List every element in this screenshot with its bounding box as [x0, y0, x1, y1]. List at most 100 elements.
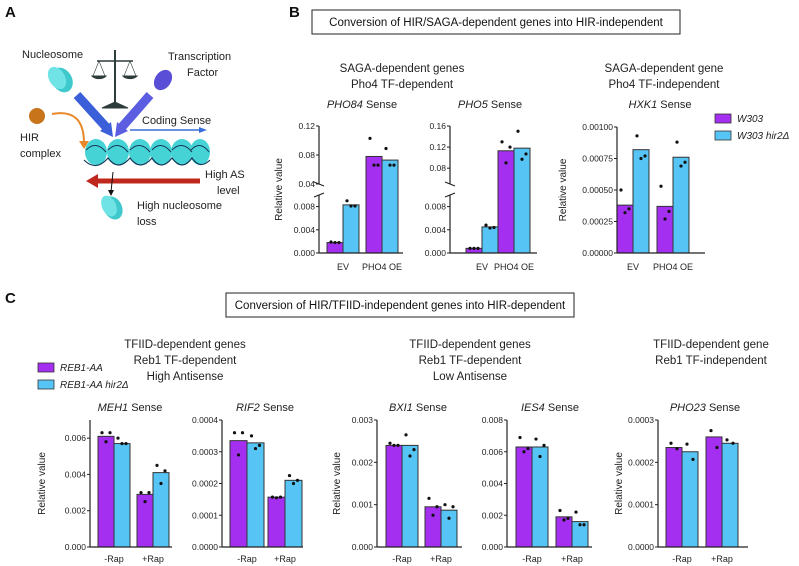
x-tick-label: +Rap	[561, 554, 583, 564]
data-point	[669, 441, 673, 445]
bar-reb1-aa-hir2--0	[681, 451, 699, 548]
x-tick-label: +Rap	[430, 554, 452, 564]
data-point	[427, 496, 431, 500]
y-tick-label: 0.00050	[582, 185, 613, 195]
panel-b-group1-title-line1: SAGA-dependent genes	[340, 63, 465, 75]
x-tick-label: -Rap	[672, 554, 692, 564]
y-tick-label: 0.08	[298, 150, 315, 160]
data-point	[725, 438, 729, 442]
data-point	[639, 156, 643, 161]
data-point	[270, 495, 275, 499]
nucleosome-label: Nucleosome	[22, 49, 83, 61]
y-tick-label: 0.00075	[582, 154, 613, 164]
chart-title-suffix: Sense	[363, 99, 397, 111]
data-point	[663, 217, 667, 221]
chart-title: BXI1 Sense	[389, 402, 447, 414]
data-point	[104, 440, 108, 444]
x-tick-label: -Rap	[522, 554, 542, 564]
data-point	[139, 490, 143, 495]
bar-w303-hir2--1	[672, 156, 690, 254]
data-point	[435, 505, 439, 509]
data-point	[488, 226, 492, 230]
y-tick-label: 0.000	[482, 542, 504, 552]
chart-hxk1: HXK1 Sense Relative value 0.00000 0.00025 0.…	[558, 99, 705, 272]
chart-title: HXK1 Sense	[629, 99, 692, 111]
as-label-line1: High AS	[205, 169, 245, 181]
data-point	[349, 204, 353, 208]
data-point	[384, 146, 388, 151]
evicted-nucleosome-icon	[101, 195, 123, 220]
y-tick-label: 0.0001	[192, 510, 218, 520]
legend-swatch-reb1-aa	[37, 362, 55, 373]
data-point	[295, 478, 300, 482]
y-tick-label: 0.12	[298, 121, 315, 131]
data-point	[376, 163, 380, 167]
y-tick-label: 0.003	[352, 415, 374, 425]
axis-break-mark	[313, 192, 325, 198]
chart-title-gene: HXK1	[629, 99, 658, 111]
data-point	[232, 431, 237, 435]
chart-title-gene: MEH1	[98, 402, 129, 414]
y-tick-label: 0.008	[425, 202, 447, 212]
x-tick-label: EV	[337, 262, 349, 272]
legend-swatch-w303	[714, 113, 732, 124]
hir-label-line1: HIR	[20, 132, 39, 144]
data-point	[253, 446, 258, 451]
bar-reb1-aa-hir2--1	[440, 509, 458, 548]
data-point	[518, 435, 522, 440]
data-point	[578, 523, 582, 527]
data-point	[619, 188, 623, 192]
data-point	[147, 490, 151, 495]
data-point	[623, 211, 627, 215]
data-point	[534, 437, 538, 441]
data-point	[715, 445, 719, 450]
y-tick-label: 0.004	[425, 225, 447, 235]
data-point	[667, 209, 671, 214]
data-point	[155, 463, 159, 467]
data-point	[542, 443, 546, 447]
data-point	[143, 500, 147, 504]
y-tick-label: 0.0002	[192, 479, 218, 489]
panel-label-c: C	[5, 290, 16, 307]
data-point	[504, 161, 508, 165]
bar-w303-1	[497, 150, 515, 254]
legend-swatch-w303-hir2	[714, 130, 732, 141]
y-tick-label: 0.006	[482, 447, 504, 457]
y-tick-label: 0.16	[429, 121, 446, 131]
hir-label-line2: complex	[20, 148, 61, 160]
y-tick-label: 0.12	[429, 142, 446, 152]
data-point	[582, 523, 586, 527]
data-point	[520, 157, 524, 161]
bar-w303-hir2--1	[513, 147, 531, 254]
chart-title: IES4 Sense	[521, 402, 579, 414]
y-tick-label: 0.0001	[628, 500, 654, 510]
x-tick-label: EV	[627, 262, 639, 272]
data-point	[558, 508, 562, 513]
hir-complex-icon	[29, 108, 45, 124]
bar-reb1-aa-hir2--1	[284, 479, 303, 548]
y-tick-label: 0.006	[65, 433, 87, 443]
data-point	[274, 496, 279, 500]
panel-c-group2-title-line2: Reb1 TF-dependent	[419, 355, 523, 367]
data-point	[731, 441, 735, 445]
chart-title-suffix: Sense	[706, 402, 740, 414]
data-point	[522, 450, 526, 454]
transcription-factor-icon	[153, 69, 173, 91]
x-tick-label: +Rap	[274, 554, 296, 564]
data-point	[566, 516, 570, 521]
data-point	[516, 129, 520, 133]
mechanism-diagram: Nucleosome Transcription Factor H	[20, 49, 245, 228]
y-tick-label: 0.004	[65, 469, 87, 479]
data-point	[562, 518, 566, 522]
convergence-arrows	[73, 91, 154, 137]
chart-pho23: PHO23 Sense Relative value 0.0000 0.0001 0.0…	[614, 402, 748, 564]
chart-ies4: IES4 Sense 0.000 0.002 0.004 0.006 0.008 -Rap +…	[482, 402, 592, 564]
panel-b-group2-title-line2: Pho4 TF-independent	[608, 79, 720, 91]
y-tick-label: 0.0004	[192, 415, 218, 425]
panel-c-group1-title-line3: High Antisense	[147, 371, 224, 383]
chart-title-gene: IES4	[521, 402, 545, 414]
x-tick-label: -Rap	[392, 554, 412, 564]
data-point	[240, 431, 245, 435]
y-tick-label: 0.00025	[582, 217, 613, 227]
y-axis-label: Relative value	[558, 158, 569, 221]
